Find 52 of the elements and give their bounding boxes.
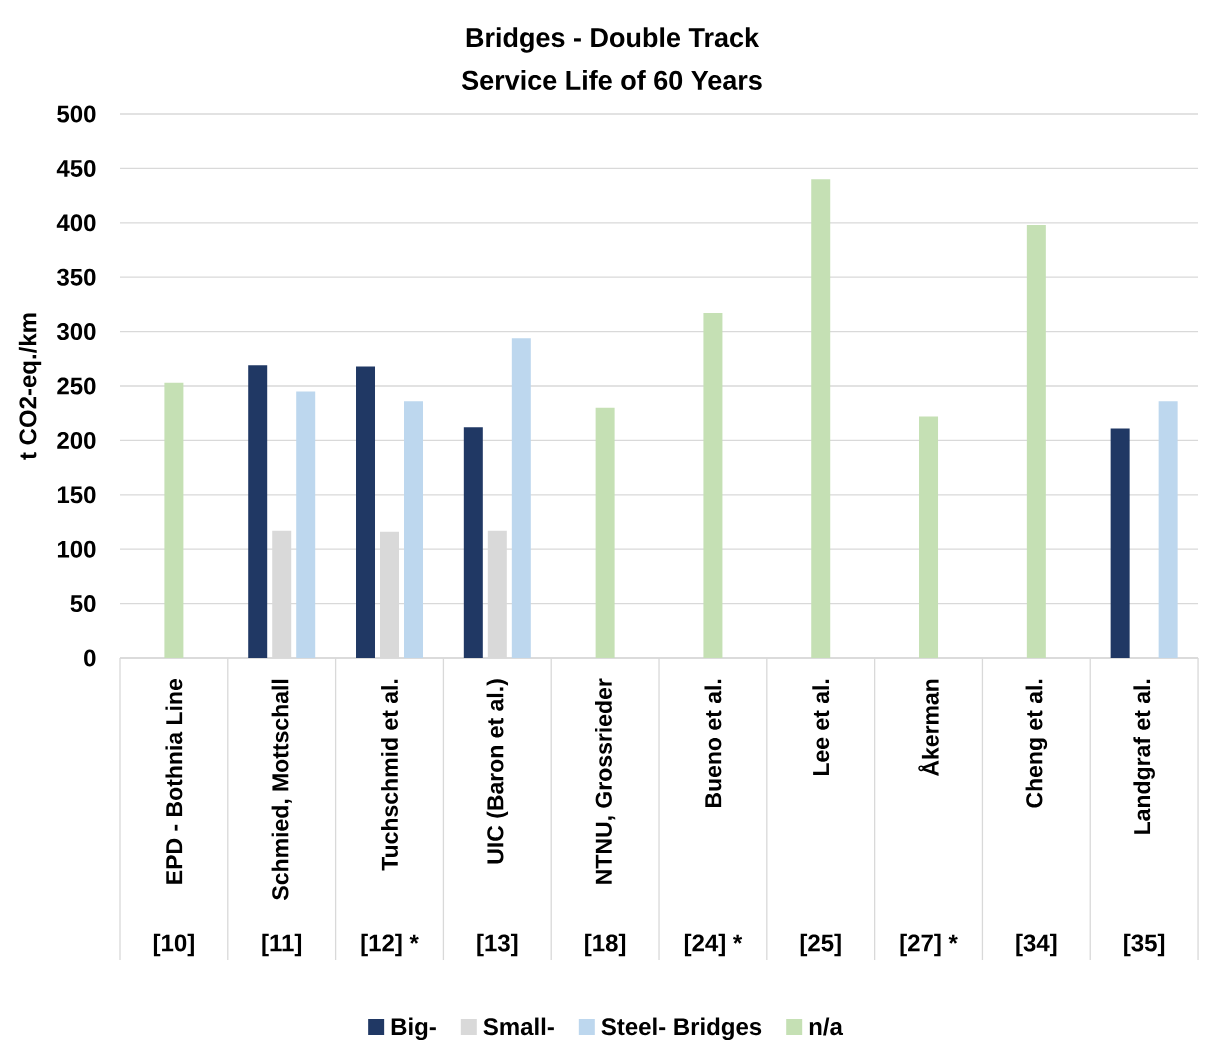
y-tick-label: 450 <box>56 159 96 177</box>
text: [13] <box>477 933 518 957</box>
y-tick-label: 350 <box>56 268 96 286</box>
bar <box>511 338 531 658</box>
y-tick-label: 0 <box>84 649 96 667</box>
y-tick-label: 400 <box>56 214 96 232</box>
legend-label: Small- <box>483 1017 554 1036</box>
text: [12] * <box>361 933 419 957</box>
bar <box>919 416 939 658</box>
y-tick-label: 250 <box>57 377 96 395</box>
bar <box>1158 401 1178 658</box>
legend-label: Big- <box>391 1017 436 1041</box>
x-tick-label: Schmied, Mottschall <box>271 679 292 900</box>
bar <box>595 407 615 658</box>
bar <box>1026 224 1046 658</box>
text: [18] <box>585 933 626 957</box>
bar <box>703 313 723 658</box>
text: [34] <box>1016 933 1057 957</box>
text: [25] <box>800 933 841 957</box>
legend-label: n/a <box>809 1017 844 1036</box>
y-tick-label: 300 <box>56 323 96 341</box>
bar <box>356 366 376 658</box>
y-tick-label: 100 <box>57 540 96 558</box>
text: [27] * <box>900 933 958 957</box>
bar <box>248 365 268 658</box>
x-tick-label: Lee et al. <box>812 679 830 776</box>
x-tick-label: Bueno et al. <box>704 679 722 808</box>
bar <box>404 401 424 658</box>
x-tick-label: Landgraf et al. <box>1133 679 1155 834</box>
text: [35] <box>1124 933 1165 957</box>
bar <box>296 391 316 658</box>
text: [11] <box>262 933 302 957</box>
legend-label: Steel- Bridges <box>601 1017 762 1041</box>
x-tick-label: UIC (Baron et al.) <box>486 679 509 864</box>
y-axis-title: t CO2-eq./km <box>18 313 42 460</box>
x-tick-label: Cheng et al. <box>1025 679 1048 808</box>
x-tick-label: NTNU, Grossrieder <box>595 678 616 884</box>
y-tick-label: 200 <box>57 431 96 449</box>
chart-title: Bridges - Double Track <box>466 27 760 53</box>
bar <box>164 382 184 658</box>
text: [24] * <box>684 933 743 957</box>
y-tick-label: 500 <box>57 105 96 123</box>
bar <box>1110 428 1130 658</box>
x-tick-label: EPD - Bothnia Line <box>165 678 183 884</box>
y-tick-label: 50 <box>70 595 96 613</box>
x-tick-label: Åkerman <box>918 679 939 777</box>
x-tick-label: Tuchschmid et al. <box>381 679 398 871</box>
chart-subtitle: Service Life of 60 Years <box>461 70 762 90</box>
y-tick-label: 150 <box>57 486 96 504</box>
bar <box>811 179 831 658</box>
text: [10] <box>153 933 194 957</box>
bar <box>463 427 483 658</box>
